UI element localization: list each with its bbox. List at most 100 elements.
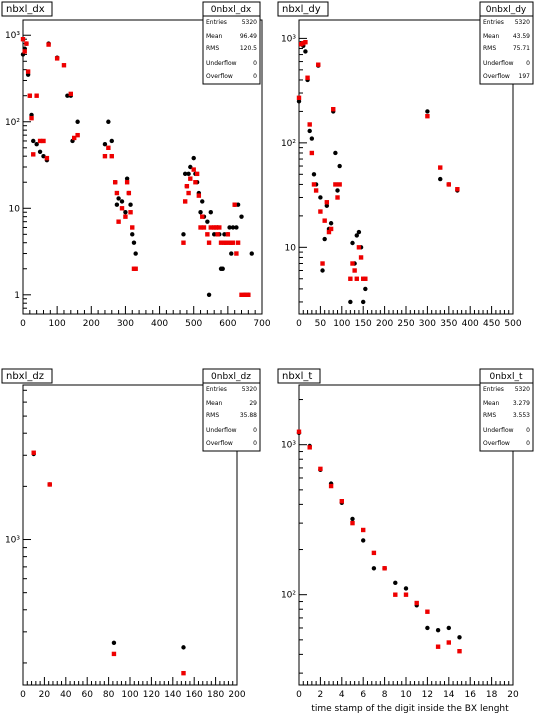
histogram-name-box: nbxl_dz (1, 368, 53, 384)
data-point (361, 527, 366, 533)
stats-value: 0 (253, 440, 257, 447)
stats-title: 0nbxl_dy (486, 5, 527, 15)
x-tick-label: 120 (143, 690, 160, 700)
data-point (324, 203, 330, 208)
data-point (212, 232, 217, 237)
stats-box: 0nbxl_dx Entries 5320 Mean 96.49 RMS 120… (202, 1, 261, 85)
data-point (75, 132, 80, 138)
x-tick-label: 0 (20, 319, 26, 329)
data-point (131, 240, 137, 245)
data-point (307, 128, 312, 134)
data-point (225, 232, 231, 237)
data-point (348, 276, 353, 281)
data-point (20, 36, 26, 42)
data-point (44, 155, 50, 161)
stats-box: 0nbxl_dy Entries 5320 Mean 43.59 RMS 75.… (479, 1, 534, 85)
data-point (128, 202, 133, 207)
data-point (358, 255, 364, 260)
data-point (230, 225, 236, 230)
data-point (239, 214, 244, 219)
stats-label: RMS (483, 412, 496, 419)
data-point (309, 136, 315, 141)
data-point (200, 214, 205, 219)
y-tick-label: 10³ (5, 31, 20, 41)
data-point (65, 93, 70, 98)
y-tick-label: 10² (281, 591, 296, 601)
data-point (311, 182, 317, 187)
data-point (31, 152, 36, 157)
stats-label: Underflow (206, 427, 237, 434)
data-point (328, 221, 334, 226)
stats-value: 0 (526, 60, 530, 67)
data-point (47, 482, 52, 487)
data-point (68, 91, 73, 97)
data-point (303, 39, 308, 45)
stats-box: 0nbxl_t Entries 5320 Mean 3.279 RMS 3.55… (479, 368, 534, 452)
data-point (356, 229, 362, 235)
data-point (371, 550, 377, 556)
data-point (425, 625, 430, 631)
data-point (335, 188, 340, 193)
x-tick-label: 10 (400, 690, 412, 700)
data-point (333, 150, 338, 156)
x-tick-label: 40 (60, 690, 72, 700)
y-tick-label: 10 (9, 204, 21, 214)
stats-value: 0 (253, 427, 257, 434)
x-tick-label: 20 (507, 690, 519, 700)
data-point (223, 240, 229, 245)
data-point (438, 165, 443, 170)
stats-label: Entries (206, 386, 227, 393)
stats-title: 0nbxl_t (490, 372, 523, 382)
x-tick-label: 400 (462, 319, 479, 329)
chart-1-marks: 0 50 100 150 200 250 300 350 400 450 500 10 10² 10³ (281, 34, 522, 329)
data-point (249, 251, 254, 256)
data-point (109, 138, 114, 144)
data-point (22, 49, 27, 54)
data-point (414, 600, 419, 606)
x-tick-label: 8 (382, 690, 388, 700)
data-point (186, 190, 191, 196)
x-tick-label: 180 (207, 690, 224, 700)
stats-label: Entries (483, 19, 504, 26)
data-point (352, 268, 357, 273)
x-tick-label: 200 (83, 319, 100, 329)
data-point (124, 180, 130, 185)
data-point (193, 180, 198, 185)
data-point (322, 218, 327, 223)
data-point (46, 42, 51, 47)
data-point (234, 225, 239, 230)
stats-value: 96.49 (240, 33, 257, 40)
plot-frame (22, 384, 238, 686)
data-point (361, 538, 366, 543)
data-point (106, 119, 111, 124)
x-tick-label: 2 (318, 690, 324, 700)
data-point (111, 640, 117, 646)
data-point (455, 187, 460, 192)
stats-label: Underflow (483, 60, 514, 67)
data-point (322, 236, 327, 242)
stats-box: 0nbxl_dz Entries 5320 Mean 29 RMS 35.88 … (202, 368, 261, 452)
panel-nbxl-t: nbxl_t 0nbxl_t Entries 5320 Mean 3.279 R… (277, 368, 534, 714)
histogram-name: nbxl_dz (6, 371, 44, 382)
histogram-name: nbxl_dy (282, 4, 321, 15)
data-point (337, 163, 342, 169)
stats-value: 0 (526, 440, 530, 447)
y-tick-label: 10³ (281, 34, 296, 44)
data-point (320, 261, 325, 266)
data-point (205, 232, 210, 237)
stats-label: Overflow (483, 440, 510, 447)
data-point (328, 226, 334, 232)
data-point (234, 251, 239, 256)
x-tick-label: 200 (228, 690, 245, 700)
panel-nbxl-dx: nbxl_dx 0nbxl_dx Entries 5320 Mean 96.49… (1, 1, 263, 315)
stats-value: 3.553 (513, 412, 530, 419)
data-point (435, 627, 441, 633)
x-tick-label: 80 (103, 690, 115, 700)
data-point (198, 210, 203, 215)
data-point (307, 445, 312, 450)
stats-value: 35.88 (240, 412, 257, 419)
data-point (37, 149, 43, 154)
data-point (335, 195, 340, 200)
stats-value: 5320 (515, 386, 530, 393)
